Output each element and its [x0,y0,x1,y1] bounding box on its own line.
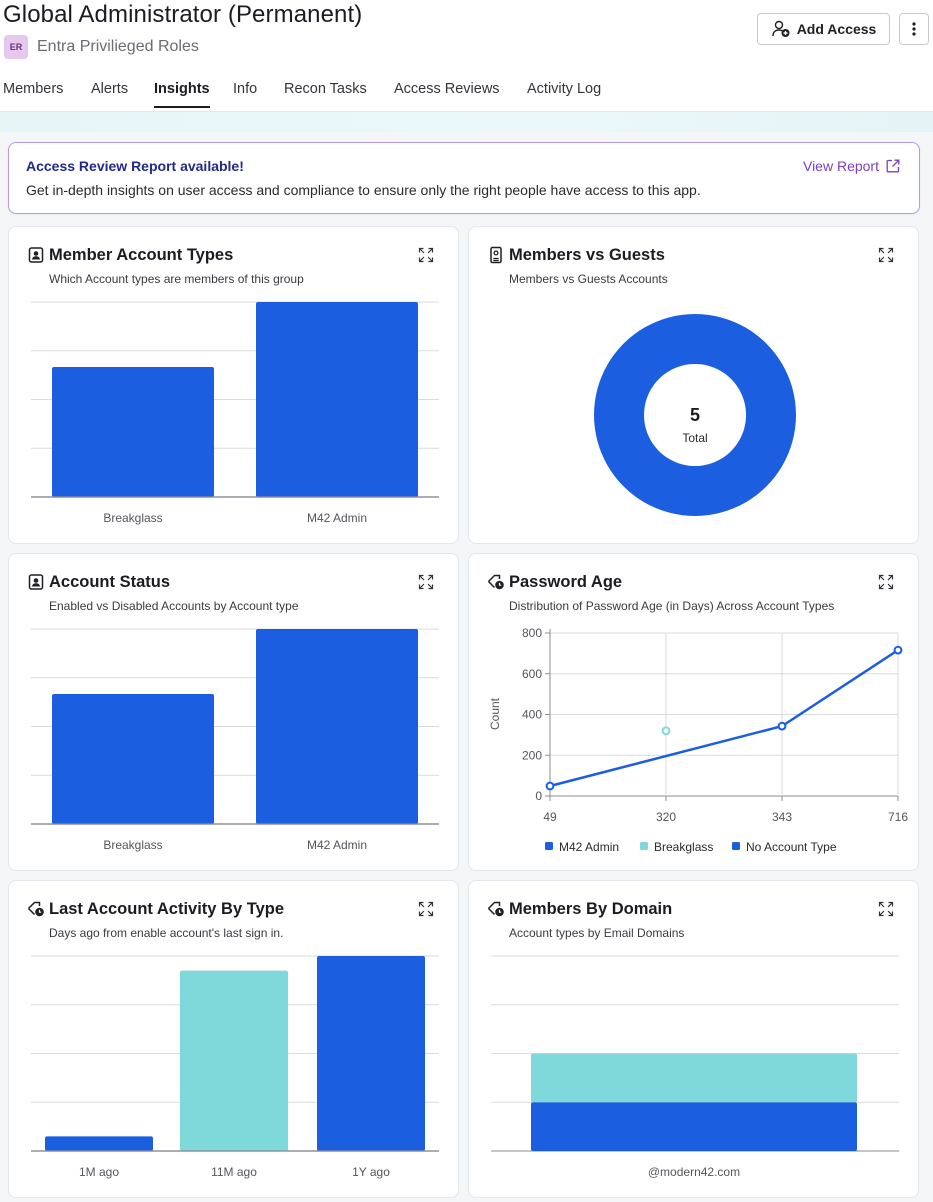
bar-breakglass [52,694,214,824]
x-tick-label: M42 Admin [307,511,367,525]
app-subtitle: ER Entra Privilieged Roles [4,35,199,59]
external-link-icon [886,159,900,173]
data-point [545,781,555,791]
member-account-types-chart: Breakglass M42 Admin [31,301,439,525]
card-members-vs-guests: Members vs Guests Members vs Guests Acco… [468,226,919,544]
bar-m42-admin [256,629,418,824]
card-account-status: Account Status Enabled vs Disabled Accou… [8,553,459,871]
card-subtitle: Days ago from enable account's last sign… [49,926,284,940]
x-tick-label: 11M ago [211,1165,257,1179]
card-title: Password Age [509,573,623,591]
account-status-chart: Breakglass M42 Admin [31,628,439,852]
card-password-age: Password Age Distribution of Password Ag… [468,553,919,871]
add-access-button[interactable]: Add Access [757,13,890,45]
card-members-by-domain: Members By Domain Account types by Email… [468,880,919,1198]
x-tick-label: 1Y ago [352,1165,390,1179]
password-age-chart: 800 600 400 200 049 320 343 716 Count M42 Admin Br… [488,626,908,854]
x-tick-label: 716 [888,810,908,824]
x-tick-label: Breakglass [103,511,162,525]
bar-11m-ago [180,970,288,1151]
y-axis-label: Count [488,697,502,730]
card-member-account-types: Member Account Types Which Account types… [8,226,459,544]
add-user-icon [771,20,790,37]
members-vs-guests-chart: 5 Total [593,314,796,516]
x-tick-label: 320 [656,810,676,824]
legend-swatch [640,842,648,850]
more-vertical-icon [912,22,916,36]
data-point [661,726,671,736]
legend-label: M42 Admin [559,840,619,854]
view-report-label: View Report [802,158,879,174]
legend-swatch [545,842,553,850]
card-subtitle: Members vs Guests Accounts [509,272,668,286]
x-tick-label: @modern42.com [648,1165,740,1179]
tab-info[interactable]: Info [233,81,258,97]
card-title: Last Account Activity By Type [49,900,285,918]
card-subtitle: Distribution of Password Age (in Days) A… [509,599,835,613]
tab-bar: Members Alerts Insights Info Recon Tasks… [0,78,933,112]
app-badge: ER [4,35,28,59]
legend-label: Breakglass [654,840,713,854]
banner-body: Get in-depth insights on user access and… [26,182,701,198]
card-subtitle: Which Account types are members of this … [49,272,304,286]
card-title: Members By Domain [509,900,673,918]
card-title: Member Account Types [49,246,234,264]
tab-access-reviews[interactable]: Access Reviews [394,81,500,97]
more-options-button[interactable] [899,13,929,45]
app-name: Entra Privilieged Roles [37,38,199,55]
bar-m42-admin [256,302,418,497]
tab-recon-tasks[interactable]: Recon Tasks [284,81,367,97]
last-activity-chart: 1M ago 11M ago 1Y ago [31,955,439,1179]
x-tick-label: M42 Admin [307,838,367,852]
x-tick-label: 1M ago [79,1165,119,1179]
card-subtitle: Account types by Email Domains [509,926,685,940]
stack-segment-m42-admin [531,1102,857,1151]
tab-members[interactable]: Members [3,81,64,97]
y-tick-label: 800 [522,626,542,640]
legend-label: No Account Type [746,840,837,854]
card-title: Account Status [49,573,171,591]
y-tick-label: 400 [522,708,542,722]
bar-1m-ago [45,1136,153,1151]
x-tick-label: 49 [543,810,557,824]
y-tick-label: 0 [535,789,542,803]
page-header: Global Administrator (Permanent) ER Entr… [0,0,933,112]
tab-insights[interactable]: Insights [154,81,210,108]
legend-swatch [732,842,740,850]
access-review-banner: Access Review Report available! Get in-d… [8,142,920,214]
tab-alerts[interactable]: Alerts [91,81,129,97]
card-subtitle: Enabled vs Disabled Accounts by Account … [49,599,299,613]
series-line-m42-admin [549,649,899,788]
card-title: Members vs Guests [509,246,665,264]
tab-activity-log[interactable]: Activity Log [527,81,602,97]
members-by-domain-chart: @modern42.com [491,955,899,1179]
donut-slice-members [593,314,796,516]
x-tick-label: 343 [772,810,792,824]
data-point [893,645,903,655]
view-report-link[interactable]: View Report [803,158,900,174]
stack-segment-breakglass [531,1053,857,1103]
data-point [777,721,787,731]
decorative-strip [0,112,933,132]
bar-breakglass [52,367,214,497]
donut-total-value: 5 [690,405,700,425]
bar-1y-ago [317,956,425,1151]
y-tick-label: 200 [522,748,542,762]
page-title: Global Administrator (Permanent) [3,1,363,28]
y-tick-label: 600 [522,667,542,681]
card-last-account-activity: Last Account Activity By Type Days ago f… [8,880,459,1198]
x-tick-label: Breakglass [103,838,162,852]
banner-title: Access Review Report available! [26,158,244,174]
donut-total-label: Total [682,431,707,445]
add-access-label: Add Access [796,21,877,37]
